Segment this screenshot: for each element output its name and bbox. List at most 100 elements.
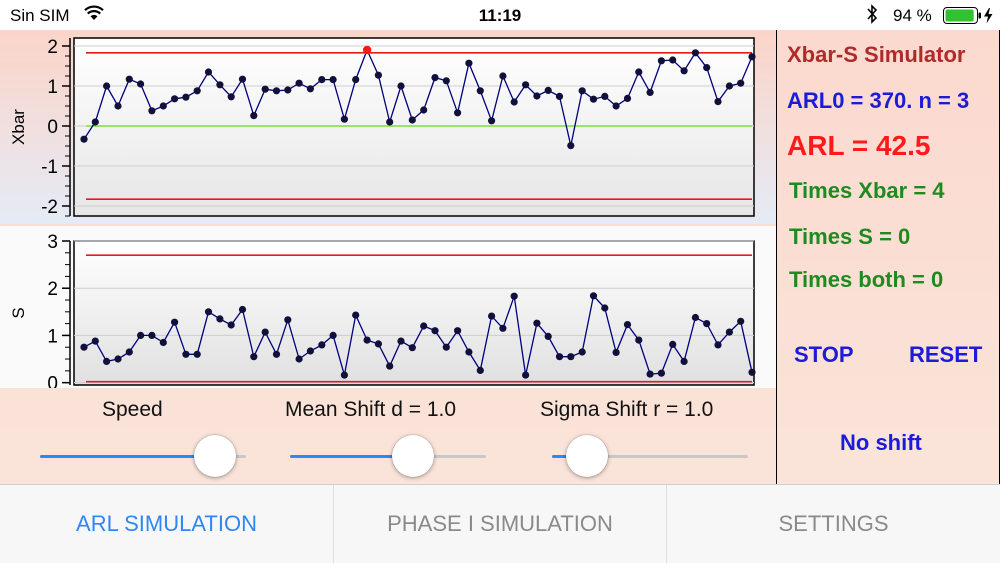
- xbar-data-point: [465, 59, 473, 67]
- s-data-point: [204, 308, 213, 316]
- xbar-data-point: [329, 76, 337, 84]
- s-data-point: [431, 327, 439, 335]
- xbar-data-point: [204, 68, 213, 76]
- s-data-point: [646, 370, 654, 378]
- mean-shift-slider[interactable]: [290, 432, 486, 482]
- s-tick-label: 1: [47, 326, 58, 347]
- xbar-data-point: [148, 107, 156, 115]
- sigma-shift-label: Sigma Shift r = 1.0: [540, 398, 714, 421]
- xbar-data-point: [238, 75, 247, 83]
- tab-settings[interactable]: SETTINGS: [778, 511, 889, 536]
- s-data-point: [374, 340, 382, 348]
- xbar-data-point: [488, 117, 496, 125]
- s-data-point: [306, 347, 314, 355]
- xbar-data-point: [182, 93, 190, 101]
- xbar-data-point: [748, 53, 756, 61]
- s-data-point: [159, 338, 167, 347]
- speed-label: Speed: [102, 398, 163, 421]
- s-y-axis-label: S: [9, 307, 28, 318]
- mean-shift-slider-thumb[interactable]: [392, 435, 435, 477]
- s-data-point: [216, 315, 224, 323]
- s-data-point: [261, 328, 269, 336]
- xbar-data-point: [171, 95, 179, 103]
- xbar-data-point: [340, 115, 348, 123]
- sigma-shift-slider[interactable]: [552, 432, 748, 482]
- xbar-data-point: [578, 87, 586, 95]
- s-data-point: [555, 353, 564, 361]
- xbar-data-point: [159, 102, 167, 110]
- s-data-point: [295, 355, 303, 363]
- results-panel: Xbar-S Simulator ARL0 = 370. n = 3 ARL =…: [776, 30, 1000, 484]
- xbar-data-point: [103, 82, 111, 90]
- xbar-tick-label: 0: [47, 117, 58, 138]
- tab-bar: ARL SIMULATION PHASE I SIMULATION SETTIN…: [0, 484, 1000, 563]
- s-data-point: [737, 317, 745, 325]
- xbar-data-point: [125, 75, 133, 83]
- s-data-point: [193, 350, 201, 358]
- xbar-data-point: [272, 87, 281, 95]
- shift-status: No shift: [840, 430, 922, 455]
- stop-button[interactable]: STOP: [794, 342, 854, 367]
- xbar-data-point: [703, 64, 711, 72]
- xbar-data-point: [669, 56, 677, 64]
- xbar-data-point: [544, 86, 552, 94]
- reset-button[interactable]: RESET: [909, 342, 983, 367]
- times-xbar-readout: Times Xbar = 4: [789, 178, 945, 203]
- xbar-data-point: [725, 82, 734, 90]
- xbar-data-point: [646, 88, 654, 96]
- xbar-data-point: [589, 95, 598, 103]
- xbar-data-point: [601, 92, 609, 100]
- speed-slider-fill: [40, 455, 216, 458]
- s-data-point: [725, 328, 734, 336]
- battery-icon: [943, 7, 995, 30]
- s-data-point: [171, 318, 179, 326]
- speed-slider-thumb[interactable]: [194, 435, 237, 477]
- s-tick-label: 3: [47, 232, 58, 253]
- s-data-point: [669, 340, 677, 348]
- mean-shift-slider-fill: [290, 455, 414, 458]
- s-data-point: [148, 331, 156, 339]
- s-plot-area: [73, 240, 755, 386]
- xbar-data-point: [533, 92, 541, 100]
- carrier-label: Sin SIM: [10, 6, 70, 25]
- xbar-data-point: [408, 116, 416, 124]
- tab-arl-simulation[interactable]: ARL SIMULATION: [76, 511, 257, 536]
- s-data-point: [589, 292, 598, 300]
- xbar-data-point: [635, 68, 643, 76]
- wifi-icon: [84, 5, 104, 26]
- xbar-data-point: [623, 94, 632, 102]
- mean-shift-label: Mean Shift d = 1.0: [285, 398, 457, 421]
- xbar-data-point: [691, 49, 700, 57]
- arl-readout: ARL = 42.5: [787, 130, 931, 161]
- s-data-point: [522, 371, 530, 379]
- s-data-point: [454, 327, 462, 335]
- s-data-point: [272, 350, 281, 358]
- s-data-point: [612, 348, 620, 356]
- s-data-point: [748, 368, 756, 376]
- sigma-shift-slider-thumb[interactable]: [566, 435, 609, 477]
- s-data-point: [499, 324, 507, 332]
- charts: 2 1 0 -1 -2 Xbar 3 2 1 0 S: [0, 30, 776, 395]
- xbar-data-point: [295, 79, 303, 87]
- s-data-point: [691, 313, 700, 322]
- xbar-data-point: [657, 57, 666, 65]
- speed-slider[interactable]: [40, 432, 246, 482]
- xbar-data-point: [476, 87, 484, 95]
- s-data-point: [623, 321, 632, 329]
- s-data-point: [397, 337, 405, 345]
- tab-divider: [666, 485, 667, 563]
- s-data-point: [510, 292, 518, 300]
- xbar-data-point: [284, 86, 292, 94]
- xbar-plot-area: [73, 37, 755, 217]
- xbar-data-point: [420, 106, 428, 114]
- xbar-data-point: [510, 98, 518, 106]
- times-s-readout: Times S = 0: [789, 224, 911, 249]
- xbar-data-point: [374, 71, 382, 79]
- status-bar: Sin SIM 11:19 94 %: [0, 0, 1000, 30]
- tab-phase-i-simulation[interactable]: PHASE I SIMULATION: [387, 511, 613, 536]
- s-data-point: [544, 332, 552, 340]
- s-data-point: [363, 336, 371, 344]
- s-data-point: [227, 321, 235, 329]
- xbar-data-point: [431, 74, 439, 82]
- s-data-point: [657, 369, 666, 377]
